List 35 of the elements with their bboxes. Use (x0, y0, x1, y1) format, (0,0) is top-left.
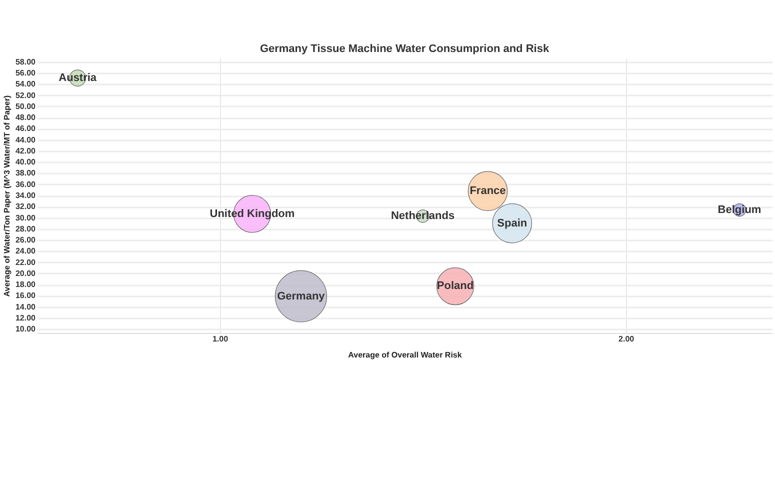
series-label: Netherlands (390, 210, 455, 222)
series-label: Germany (277, 290, 326, 302)
series-label: Poland (436, 280, 474, 292)
y-tick-label: 24.00 (15, 246, 36, 256)
y-tick-label: 48.00 (15, 113, 36, 122)
y-tick-label: 42.00 (15, 146, 36, 156)
y-tick-label: 52.00 (15, 90, 36, 100)
y-tick-label: 32.00 (15, 202, 36, 212)
y-tick-label: 20.00 (15, 268, 36, 278)
x-axis-title: Average of Overall Water Risk (348, 350, 462, 360)
y-tick-label: 40.00 (15, 158, 36, 167)
x-tick-label: 2.00 (618, 334, 635, 344)
series-label: Spain (497, 217, 528, 230)
chart-title: Germany Tissue Machine Water Consumprion and Risk (260, 42, 550, 55)
y-tick-label: 44.00 (15, 135, 36, 144)
y-tick-label: 30.00 (15, 213, 36, 222)
y-tick-label: 10.00 (15, 324, 36, 334)
y-tick-label: 18.00 (15, 280, 36, 290)
y-tick-label: 36.00 (15, 180, 36, 189)
y-tick-label: 54.00 (15, 80, 36, 89)
y-tick-label: 38.00 (15, 168, 36, 178)
y-tick-label: 16.00 (15, 291, 36, 300)
y-tick-label: 14.00 (15, 302, 36, 312)
y-tick-label: 50.00 (15, 102, 36, 111)
y-tick-label: 28.00 (15, 224, 36, 234)
y-tick-label: 22.00 (15, 258, 36, 267)
y-tick-label: 56.00 (15, 68, 36, 78)
y-tick-label: 12.00 (15, 313, 36, 322)
series-label: France (470, 185, 506, 198)
y-tick-label: 46.00 (15, 124, 36, 134)
y-axis-title: Average of Water/Ton Paper (M^3 Water/MT of Paper) (2, 94, 12, 297)
y-tick-label: 58.00 (15, 57, 36, 66)
x-tick-label: 1.00 (212, 334, 229, 344)
y-tick-label: 26.00 (15, 236, 36, 245)
y-tick-label: 34.00 (15, 191, 36, 200)
